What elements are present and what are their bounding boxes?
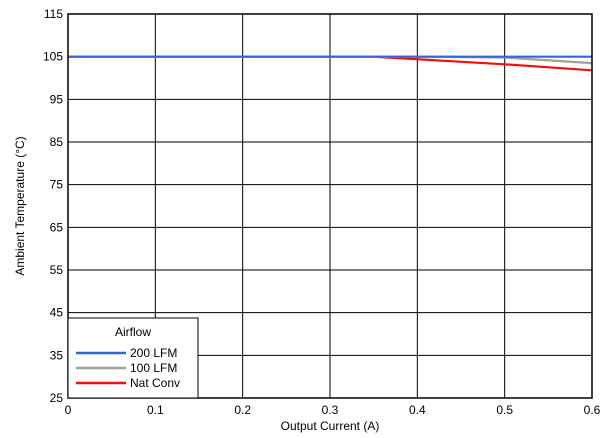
y-tick-label: 55 bbox=[50, 263, 64, 277]
y-tick-label: 105 bbox=[43, 50, 63, 64]
legend-title: Airflow bbox=[115, 325, 151, 339]
legend-label: 100 LFM bbox=[130, 361, 177, 375]
x-tick-label: 0 bbox=[65, 403, 72, 417]
y-tick-label: 45 bbox=[50, 306, 64, 320]
plot-area-frame bbox=[67, 13, 593, 399]
y-tick-label: 95 bbox=[50, 92, 64, 106]
x-tick-label: 0.1 bbox=[147, 403, 164, 417]
y-tick-label: 85 bbox=[50, 135, 64, 149]
x-tick-label: 0.2 bbox=[234, 403, 251, 417]
x-tick-label: 0.3 bbox=[322, 403, 339, 417]
y-tick-label: 35 bbox=[50, 348, 64, 362]
series-lines bbox=[68, 55, 593, 72]
y-tick-labels: 25 35 45 55 65 75 85 95 105 115 bbox=[43, 7, 63, 405]
y-tick-label: 75 bbox=[50, 178, 64, 192]
legend-box bbox=[67, 317, 199, 399]
legend-label: Nat Conv bbox=[130, 376, 180, 390]
x-tick-labels: 0 0.1 0.2 0.3 0.4 0.5 0.6 bbox=[65, 403, 601, 417]
y-tick-label: 115 bbox=[44, 7, 63, 21]
x-tick-label: 0.5 bbox=[496, 403, 513, 417]
x-axis-title: Output Current (A) bbox=[281, 419, 380, 433]
legend-label: 200 LFM bbox=[130, 346, 177, 360]
y-tick-label: 25 bbox=[50, 391, 64, 405]
y-axis-title: Ambient Temperature (°C) bbox=[13, 136, 27, 275]
x-tick-label: 0.4 bbox=[409, 403, 426, 417]
y-tick-label: 65 bbox=[50, 220, 64, 234]
x-tick-label: 0.6 bbox=[584, 403, 601, 417]
